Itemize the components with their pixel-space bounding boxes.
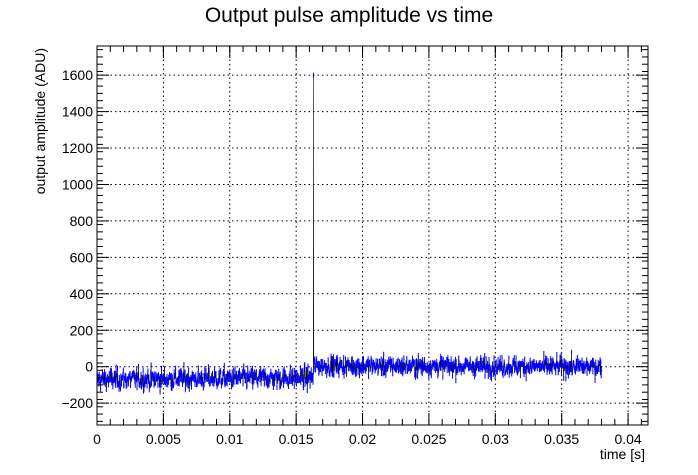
y-tick-label: 800 [70,213,94,229]
y-tick-label: 1600 [62,67,93,83]
x-tick-label: 0.04 [614,431,641,447]
y-tick-label: 1200 [62,140,93,156]
y-tick-label: 1400 [62,104,93,120]
x-tick-label: 0.02 [349,431,376,447]
x-axis-ticks [96,46,642,425]
x-tick-label: 0.005 [146,431,181,447]
x-tick-label: 0.035 [544,431,579,447]
y-axis-label: output amplitude (ADU) [32,48,48,194]
grid [97,46,648,425]
x-tick-label: 0.015 [279,431,314,447]
y-tick-label: 600 [70,249,94,265]
x-axis-tick-labels: 0 0.005 0.01 0.015 0.02 0.025 0.03 0.035 0.04 [93,431,642,447]
y-tick-label: −200 [61,395,93,411]
x-tick-label: 0.025 [411,431,446,447]
y-axis-tick-labels: −200 0 200 400 600 800 1000 1200 1400 1600 [61,67,93,411]
y-tick-label: 200 [70,322,94,338]
plot-frame [96,45,649,426]
x-tick-label: 0 [93,431,101,447]
data-series [96,72,603,395]
y-axis-ticks [97,49,648,422]
x-tick-label: 0.03 [482,431,509,447]
y-tick-label: 400 [70,286,94,302]
series-line [96,75,602,392]
x-axis-label: time [s] [600,446,645,462]
y-tick-label: 1000 [62,176,93,192]
y-tick-label: 0 [85,359,93,375]
x-tick-label: 0.01 [216,431,243,447]
chart-title: Output pulse amplitude vs time [205,4,493,27]
